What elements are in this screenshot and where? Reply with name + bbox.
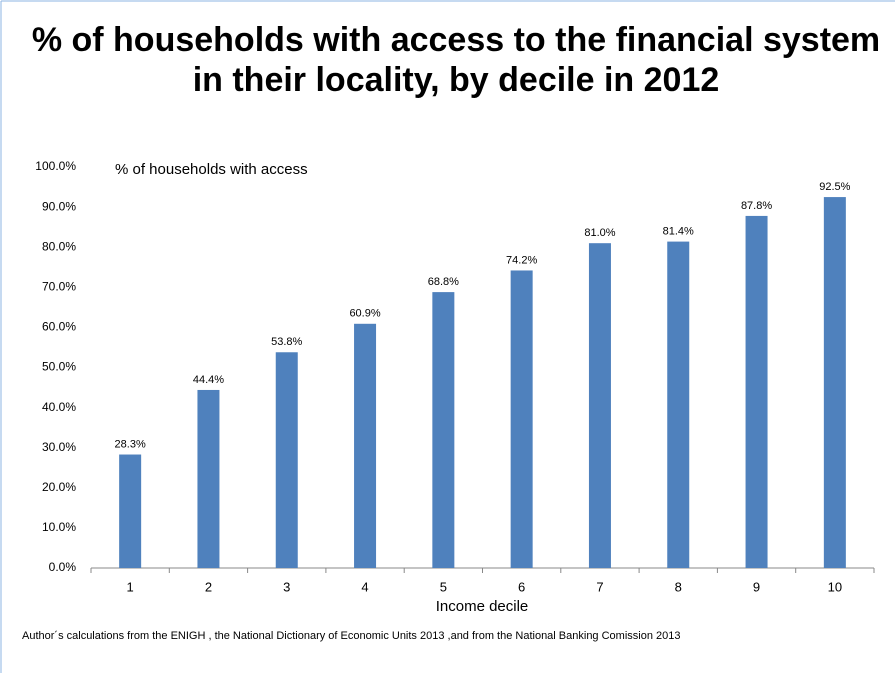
y-tick-label: 100.0% (35, 159, 76, 173)
bar (510, 270, 533, 568)
chart-title: % of households with access to the finan… (32, 21, 880, 59)
y-tick-label: 0.0% (49, 560, 77, 574)
data-label: 44.4% (193, 374, 224, 386)
data-label: 92.5% (819, 181, 850, 193)
data-label: 53.8% (271, 336, 302, 348)
y-tick-label: 50.0% (42, 360, 76, 374)
bar (667, 241, 690, 568)
x-tick-label: 10 (828, 579, 842, 594)
x-tick-label: 1 (127, 579, 134, 594)
data-label: 81.4% (663, 225, 694, 237)
data-label: 81.0% (584, 227, 615, 239)
bar (588, 243, 611, 568)
bar (823, 197, 846, 568)
bar (745, 215, 768, 568)
x-tick-label: 4 (361, 579, 368, 594)
bar (119, 454, 142, 568)
data-label: 68.8% (428, 276, 459, 288)
data-label: 74.2% (506, 254, 537, 266)
bar (432, 292, 455, 568)
y-tick-label: 10.0% (42, 520, 76, 534)
y-tick-label: 20.0% (42, 480, 76, 494)
data-label: 28.3% (115, 438, 146, 450)
x-tick-label: 2 (205, 579, 212, 594)
y-tick-label: 30.0% (42, 440, 76, 454)
x-tick-label: 5 (440, 579, 447, 594)
x-tick-label: 6 (518, 579, 525, 594)
x-axis-title: Income decile (436, 598, 529, 615)
data-label: 60.9% (349, 308, 380, 320)
data-label: 87.8% (741, 200, 772, 212)
x-tick-label: 3 (283, 579, 290, 594)
bar (275, 352, 298, 568)
chart-title: in their locality, by decile in 2012 (193, 61, 720, 99)
x-tick-label: 7 (596, 579, 603, 594)
series-label: % of households with access (115, 161, 308, 178)
source-note: Author´s calculations from the ENIGH , t… (22, 630, 681, 642)
bar (354, 323, 377, 568)
y-tick-label: 90.0% (42, 199, 76, 213)
x-tick-label: 9 (753, 579, 760, 594)
y-tick-label: 60.0% (42, 320, 76, 334)
y-tick-label: 80.0% (42, 239, 76, 253)
y-tick-label: 40.0% (42, 400, 76, 414)
x-tick-label: 8 (675, 579, 682, 594)
bar (197, 389, 220, 568)
y-tick-label: 70.0% (42, 279, 76, 293)
